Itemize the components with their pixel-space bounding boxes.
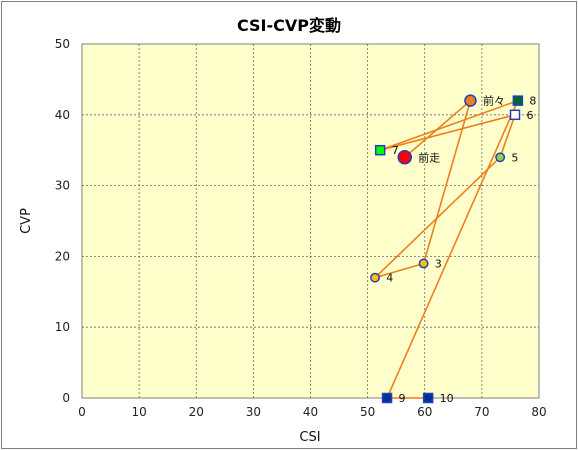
data-point-label: 5 [511, 151, 518, 164]
data-point-marker [422, 392, 434, 404]
data-point-label: 9 [399, 392, 406, 405]
trajectory-segment [386, 100, 519, 399]
x-tick-label: 20 [189, 405, 204, 419]
x-tick-label: 80 [531, 405, 546, 419]
data-point-marker [418, 258, 429, 269]
y-tick-label: 30 [55, 179, 70, 193]
y-tick-label: 50 [55, 37, 70, 51]
data-point-label: 前走 [418, 150, 440, 164]
trajectory-segment [374, 262, 424, 279]
y-tick-label: 20 [55, 249, 70, 263]
data-point-marker [512, 95, 524, 106]
trajectory-lines [374, 99, 519, 399]
x-tick-label: 60 [417, 405, 432, 419]
data-point-marker [370, 272, 381, 283]
x-tick-label: 40 [303, 405, 318, 419]
data-point-label: 8 [529, 95, 536, 108]
data-point-marker [464, 94, 477, 107]
x-tick-label: 10 [131, 405, 146, 419]
data-point-label: 4 [386, 272, 393, 285]
chart-title: CSI-CVP変動 [236, 16, 341, 35]
grid-lines [82, 44, 539, 398]
trajectory-segment [499, 114, 516, 158]
data-point-marker [495, 152, 506, 163]
tick-labels: 0 10 20 30 40 50 60 70 80 0 10 20 30 40 50 [55, 37, 547, 419]
data-point-label: 6 [527, 109, 534, 122]
data-points [370, 94, 524, 404]
x-axis-label: CSI [299, 430, 320, 445]
x-tick-label: 70 [474, 405, 489, 419]
data-point-label: 10 [440, 392, 454, 405]
trajectory-segment [374, 156, 501, 279]
data-point-marker [374, 144, 386, 156]
x-tick-label: 0 [78, 405, 86, 419]
data-point-label: 3 [435, 257, 442, 270]
data-point-label: 前々 [483, 94, 505, 108]
x-tick-label: 50 [360, 405, 375, 419]
trajectory-segment [379, 99, 519, 151]
y-tick-label: 0 [62, 391, 70, 405]
y-tick-label: 40 [55, 108, 70, 122]
data-point-marker [381, 392, 393, 404]
point-labels: 前走 前々 3 4 5 6 7 8 9 10 [386, 94, 536, 405]
data-point-marker [397, 150, 413, 165]
data-point-label: 7 [392, 144, 399, 157]
data-point-marker [509, 109, 521, 121]
y-axis-label: CVP [19, 208, 34, 234]
y-tick-label: 10 [55, 320, 70, 334]
trajectory-segment [379, 114, 516, 151]
x-tick-label: 30 [246, 405, 261, 419]
